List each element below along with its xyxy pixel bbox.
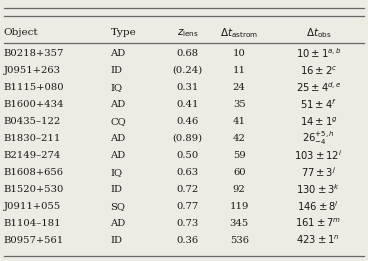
Text: $77 \pm 3^{j}$: $77 \pm 3^{j}$ xyxy=(301,165,336,179)
Text: IQ: IQ xyxy=(110,83,123,92)
Text: 536: 536 xyxy=(230,236,249,245)
Text: 0.73: 0.73 xyxy=(177,219,199,228)
Text: 119: 119 xyxy=(230,202,249,211)
Text: AD: AD xyxy=(110,151,125,160)
Text: 0.50: 0.50 xyxy=(177,151,199,160)
Text: J0951+263: J0951+263 xyxy=(4,66,61,75)
Text: B2149–274: B2149–274 xyxy=(4,151,61,160)
Text: J0911+055: J0911+055 xyxy=(4,202,61,211)
Text: 0.68: 0.68 xyxy=(177,49,199,58)
Text: 59: 59 xyxy=(233,151,245,160)
Text: 0.36: 0.36 xyxy=(177,236,199,245)
Text: $\Delta t_{\mathrm{astrom}}$: $\Delta t_{\mathrm{astrom}}$ xyxy=(220,26,258,39)
Text: $103 \pm 12^{i}$: $103 \pm 12^{i}$ xyxy=(294,149,342,162)
Text: SQ: SQ xyxy=(110,202,125,211)
Text: 42: 42 xyxy=(233,134,245,143)
Text: Type: Type xyxy=(110,28,136,37)
Text: Object: Object xyxy=(4,28,38,37)
Text: $25 \pm 4^{d,e}$: $25 \pm 4^{d,e}$ xyxy=(296,81,341,94)
Text: B1520+530: B1520+530 xyxy=(4,185,64,194)
Text: $16 \pm 2^{c}$: $16 \pm 2^{c}$ xyxy=(300,64,337,77)
Text: B0435–122: B0435–122 xyxy=(4,117,61,126)
Text: B1608+656: B1608+656 xyxy=(4,168,64,177)
Text: ID: ID xyxy=(110,66,123,75)
Text: ID: ID xyxy=(110,236,123,245)
Text: (0.89): (0.89) xyxy=(173,134,203,143)
Text: 41: 41 xyxy=(233,117,246,126)
Text: AD: AD xyxy=(110,134,125,143)
Text: (0.24): (0.24) xyxy=(173,66,203,75)
Text: 10: 10 xyxy=(233,49,245,58)
Text: $423 \pm 1^{n}$: $423 \pm 1^{n}$ xyxy=(296,234,340,246)
Text: 11: 11 xyxy=(233,66,246,75)
Text: 60: 60 xyxy=(233,168,245,177)
Text: $161 \pm 7^{m}$: $161 \pm 7^{m}$ xyxy=(295,217,342,229)
Text: 35: 35 xyxy=(233,100,245,109)
Text: 0.77: 0.77 xyxy=(177,202,199,211)
Text: AD: AD xyxy=(110,219,125,228)
Text: 0.72: 0.72 xyxy=(177,185,199,194)
Text: IQ: IQ xyxy=(110,168,123,177)
Text: $\Delta t_{\mathrm{obs}}$: $\Delta t_{\mathrm{obs}}$ xyxy=(305,26,331,39)
Text: $14 \pm 1^{g}$: $14 \pm 1^{g}$ xyxy=(300,115,337,128)
Text: AD: AD xyxy=(110,100,125,109)
Text: B0218+357: B0218+357 xyxy=(4,49,64,58)
Text: 0.31: 0.31 xyxy=(177,83,199,92)
Text: B0957+561: B0957+561 xyxy=(4,236,64,245)
Text: 0.63: 0.63 xyxy=(177,168,199,177)
Text: $26^{+5,h}_{-4}$: $26^{+5,h}_{-4}$ xyxy=(302,130,335,147)
Text: 0.41: 0.41 xyxy=(176,100,199,109)
Text: 0.46: 0.46 xyxy=(177,117,199,126)
Text: $10 \pm 1^{a,b}$: $10 \pm 1^{a,b}$ xyxy=(296,47,341,60)
Text: 345: 345 xyxy=(230,219,249,228)
Text: B1104–181: B1104–181 xyxy=(4,219,61,228)
Text: 24: 24 xyxy=(233,83,245,92)
Text: 92: 92 xyxy=(233,185,245,194)
Text: B1115+080: B1115+080 xyxy=(4,83,64,92)
Text: AD: AD xyxy=(110,49,125,58)
Text: B1600+434: B1600+434 xyxy=(4,100,64,109)
Text: $51 \pm 4^{f}$: $51 \pm 4^{f}$ xyxy=(300,98,337,111)
Text: $146 \pm 8^{l}$: $146 \pm 8^{l}$ xyxy=(297,199,339,213)
Text: B1830–211: B1830–211 xyxy=(4,134,61,143)
Text: $130 \pm 3^{k}$: $130 \pm 3^{k}$ xyxy=(296,182,340,196)
Text: ID: ID xyxy=(110,185,123,194)
Text: CQ: CQ xyxy=(110,117,126,126)
Text: $z_{\mathrm{lens}}$: $z_{\mathrm{lens}}$ xyxy=(177,27,199,39)
